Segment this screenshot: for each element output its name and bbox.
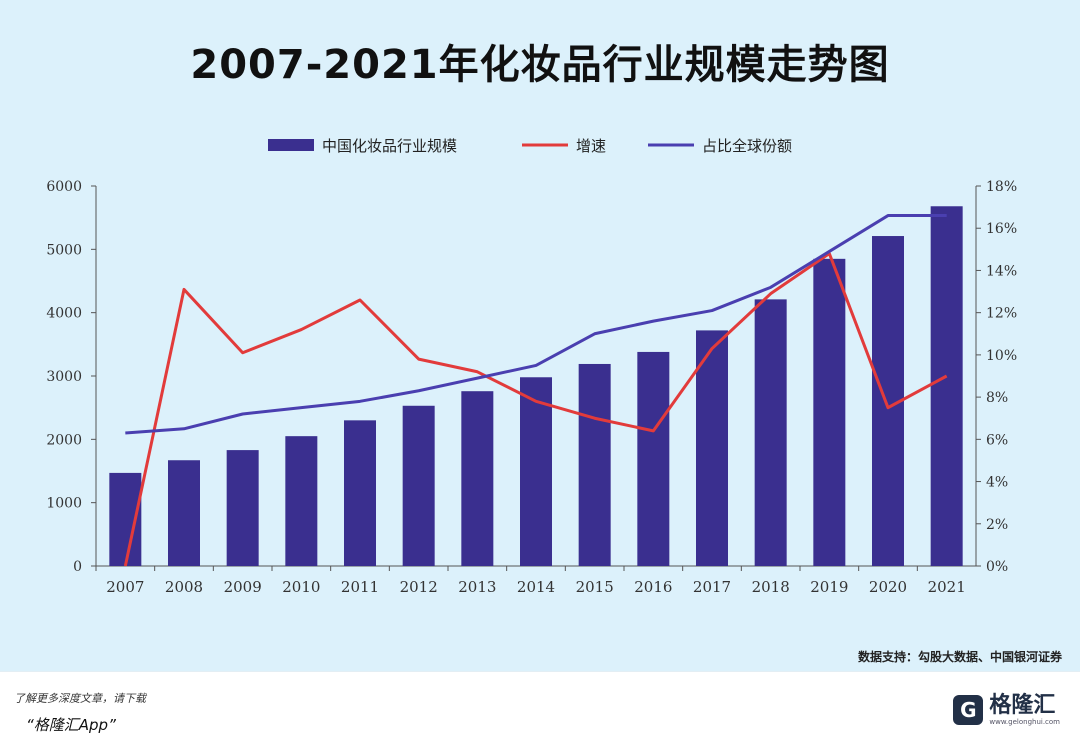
y-right-tick-label: 6% xyxy=(986,432,1008,448)
bar-scale xyxy=(696,330,728,566)
x-tick-label: 2009 xyxy=(224,578,262,596)
x-tick-label: 2018 xyxy=(752,578,790,596)
y-right-tick-label: 14% xyxy=(986,263,1017,279)
promo-app-name: “格隆汇App” xyxy=(26,716,116,734)
x-tick-label: 2008 xyxy=(165,578,203,596)
y-left-tick-label: 3000 xyxy=(46,369,82,385)
y-right-tick-label: 10% xyxy=(986,348,1017,364)
legend-label: 增速 xyxy=(576,137,606,155)
data-source-note: 数据支持：勾股大数据、中国银河证券 xyxy=(857,650,1062,664)
legend-label: 占比全球份额 xyxy=(702,137,792,155)
footer-divider xyxy=(0,671,1080,672)
x-tick-label: 2021 xyxy=(928,578,966,596)
footer-bar xyxy=(0,672,1080,745)
y-right-tick-label: 0% xyxy=(986,559,1008,575)
x-tick-label: 2017 xyxy=(693,578,731,596)
y-left-tick-label: 2000 xyxy=(46,432,82,448)
bar-scale xyxy=(402,405,435,566)
bar-scale xyxy=(930,206,963,566)
x-tick-label: 2013 xyxy=(458,578,496,596)
x-tick-label: 2020 xyxy=(869,578,907,596)
y-right-tick-label: 4% xyxy=(986,475,1008,491)
bar-scale xyxy=(344,420,376,566)
bar-scale xyxy=(637,351,670,566)
y-left-tick-label: 4000 xyxy=(46,306,82,322)
bar-scale xyxy=(285,436,318,566)
y-right-tick-label: 2% xyxy=(986,517,1008,533)
x-tick-label: 2019 xyxy=(810,578,848,596)
chart-title: 2007-2021年化妆品行业规模走势图 xyxy=(190,42,890,88)
y-left-tick-label: 0 xyxy=(73,559,82,575)
promo-text: 了解更多深度文章，请下载 xyxy=(14,692,146,705)
y-left-tick-label: 6000 xyxy=(46,179,82,195)
y-right-tick-label: 8% xyxy=(986,390,1008,406)
y-right-tick-label: 16% xyxy=(986,221,1017,237)
x-tick-label: 2012 xyxy=(400,578,438,596)
bar-scale xyxy=(520,377,552,566)
y-left-tick-label: 5000 xyxy=(46,242,82,258)
legend-label: 中国化妆品行业规模 xyxy=(322,137,457,155)
logo-url: www.gelonghui.com xyxy=(989,717,1060,726)
logo-name: 格隆汇 xyxy=(989,692,1056,718)
bar-scale xyxy=(754,299,787,566)
x-tick-label: 2014 xyxy=(517,578,555,596)
x-tick-label: 2011 xyxy=(341,578,379,596)
logo-g-icon: G xyxy=(953,695,984,725)
legend-swatch-bar xyxy=(268,139,314,151)
bar-scale xyxy=(813,258,846,566)
x-tick-label: 2016 xyxy=(634,578,672,596)
x-tick-label: 2010 xyxy=(282,578,320,596)
x-tick-label: 2015 xyxy=(576,578,614,596)
y-left-tick-label: 1000 xyxy=(46,496,82,512)
gelonghui-logo[interactable]: G 格隆汇 www.gelonghui.com xyxy=(953,690,1060,730)
bar-scale xyxy=(461,391,494,566)
bar-scale xyxy=(578,363,611,566)
bar-scale xyxy=(226,450,259,566)
y-right-tick-label: 12% xyxy=(986,306,1017,322)
bar-scale xyxy=(168,460,200,566)
x-tick-label: 2007 xyxy=(106,578,144,596)
chart-svg: 0 1000 2000 3000 4000 5000 6000 0% 2% 4% 6% 8% 10% 12… xyxy=(46,137,1017,596)
y-right-tick-label: 18% xyxy=(986,179,1017,195)
